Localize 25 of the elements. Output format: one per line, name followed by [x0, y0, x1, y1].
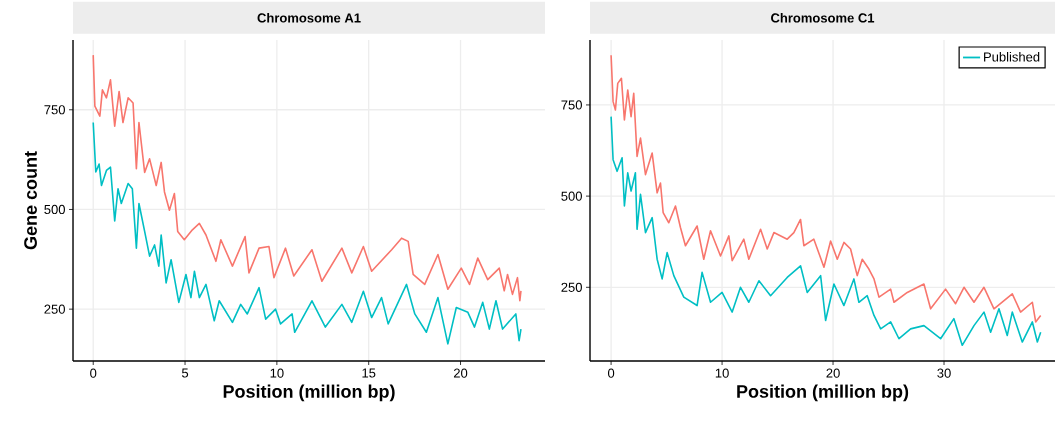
line-series — [610, 54, 1042, 323]
line-series — [610, 115, 1042, 347]
y-tick-label: 750 — [44, 105, 65, 115]
y-tick-label: 750 — [561, 100, 582, 110]
x-tick-label: 0 — [607, 368, 615, 378]
line-series — [92, 54, 522, 302]
x-tick-label: 20 — [826, 368, 840, 378]
x-tick-label: 0 — [90, 368, 97, 378]
x-tick-label: 15 — [362, 368, 376, 378]
x-tick-label: 10 — [270, 368, 284, 378]
chart-title: Chromosome A1 — [257, 13, 361, 23]
y-axis-title: Gene count — [24, 151, 37, 250]
x-tick-label: 30 — [937, 368, 951, 378]
x-tick-label: 20 — [453, 368, 468, 378]
y-tick-label: 250 — [44, 304, 65, 314]
y-tick-label: 500 — [561, 191, 582, 201]
legend-label: Published — [984, 52, 1040, 62]
x-axis-title: Position (million bp) — [223, 384, 395, 402]
x-tick-label: 10 — [715, 368, 729, 378]
y-tick-label: 500 — [44, 204, 65, 215]
line-series — [92, 121, 522, 345]
x-axis-title: Position (million bp) — [737, 384, 909, 402]
chart-title: Chromosome C1 — [771, 13, 875, 23]
y-tick-label: 250 — [561, 282, 582, 292]
x-tick-label: 5 — [181, 368, 189, 378]
